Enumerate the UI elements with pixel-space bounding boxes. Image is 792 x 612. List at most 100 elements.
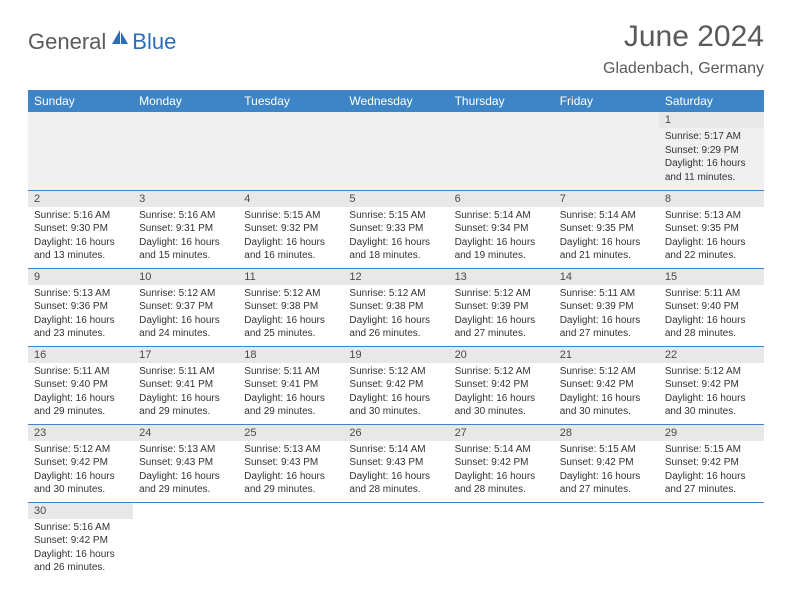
day-line: Sunset: 9:42 PM [665,456,758,470]
day-number: 20 [449,347,554,363]
calendar-cell [554,112,659,190]
day-number: 21 [554,347,659,363]
day-line: Sunset: 9:43 PM [349,456,442,470]
calendar-cell: 15Sunrise: 5:11 AMSunset: 9:40 PMDayligh… [659,268,764,346]
day-line: Sunrise: 5:11 AM [244,365,337,379]
day-line: and 13 minutes. [34,249,127,263]
calendar-cell: 29 Sunrise: 5:15 AMSunset: 9:42 PMDayligh… [659,424,764,502]
day-body: Sunrise: 5:16 AMSunset: 9:42 PMDaylight:… [28,519,133,577]
calendar-cell: 27Sunrise: 5:14 AMSunset: 9:42 PMDayligh… [449,424,554,502]
day-line: Sunrise: 5:15 AM [665,443,758,457]
day-number: 6 [449,191,554,207]
day-line: Daylight: 16 hours [349,392,442,406]
location: Gladenbach, Germany [603,60,764,78]
day-line: Sunrise: 5:12 AM [560,365,653,379]
day-body: Sunrise: 5:17 AMSunset: 9:29 PMDaylight:… [659,128,764,186]
day-line: Sunrise: 5:15 AM [244,209,337,223]
calendar-row: 23Sunrise: 5:12 AMSunset: 9:42 PMDayligh… [28,424,764,502]
day-line: Sunrise: 5:12 AM [349,287,442,301]
weekday-header: Saturday [659,90,764,112]
calendar-cell [554,502,659,580]
day-line: Sunset: 9:41 PM [244,378,337,392]
calendar-cell [343,112,448,190]
weekday-header: Thursday [449,90,554,112]
calendar-cell: 28Sunrise: 5:15 AMSunset: 9:42 PMDayligh… [554,424,659,502]
calendar-cell: 23Sunrise: 5:12 AMSunset: 9:42 PMDayligh… [28,424,133,502]
day-number: 27 [449,425,554,441]
calendar-cell [343,502,448,580]
day-line: Sunrise: 5:13 AM [139,443,232,457]
day-line: and 29 minutes. [139,405,232,419]
day-line: and 28 minutes. [665,327,758,341]
calendar-cell: 9Sunrise: 5:13 AMSunset: 9:36 PMDaylight… [28,268,133,346]
calendar-cell: 24Sunrise: 5:13 AMSunset: 9:43 PMDayligh… [133,424,238,502]
calendar-cell: 25Sunrise: 5:13 AMSunset: 9:43 PMDayligh… [238,424,343,502]
day-number: 29 [659,425,764,441]
calendar-row: 2Sunrise: 5:16 AMSunset: 9:30 PMDaylight… [28,190,764,268]
day-line: and 29 minutes. [34,405,127,419]
day-line: Daylight: 16 hours [665,470,758,484]
day-line: and 29 minutes. [139,483,232,497]
day-line: and 19 minutes. [455,249,548,263]
calendar-cell: 4Sunrise: 5:15 AMSunset: 9:32 PMDaylight… [238,190,343,268]
calendar-cell: 16Sunrise: 5:11 AMSunset: 9:40 PMDayligh… [28,346,133,424]
day-line: Sunset: 9:42 PM [665,378,758,392]
sail-icon [110,28,130,46]
day-line: and 26 minutes. [349,327,442,341]
day-line: Daylight: 16 hours [455,314,548,328]
day-number: 15 [659,269,764,285]
day-line: Daylight: 16 hours [455,236,548,250]
day-line: Sunset: 9:42 PM [455,378,548,392]
calendar-cell [133,502,238,580]
day-line: Daylight: 16 hours [560,236,653,250]
day-number: 3 [133,191,238,207]
brand-part2: Blue [132,29,176,55]
calendar-cell: 2Sunrise: 5:16 AMSunset: 9:30 PMDaylight… [28,190,133,268]
calendar-cell: 1Sunrise: 5:17 AMSunset: 9:29 PMDaylight… [659,112,764,190]
day-line: Sunset: 9:33 PM [349,222,442,236]
day-body: Sunrise: 5:11 AMSunset: 9:40 PMDaylight:… [659,285,764,343]
day-number: 17 [133,347,238,363]
brand-logo: General Blue [28,28,176,56]
calendar-cell: 5Sunrise: 5:15 AMSunset: 9:33 PMDaylight… [343,190,448,268]
day-line: Sunrise: 5:16 AM [139,209,232,223]
day-line: Sunrise: 5:15 AM [349,209,442,223]
day-number: 28 [554,425,659,441]
day-line: Sunrise: 5:13 AM [244,443,337,457]
calendar-cell: 8Sunrise: 5:13 AMSunset: 9:35 PMDaylight… [659,190,764,268]
calendar-cell: 21Sunrise: 5:12 AMSunset: 9:42 PMDayligh… [554,346,659,424]
day-line: Sunset: 9:39 PM [455,300,548,314]
day-line: Sunset: 9:35 PM [665,222,758,236]
day-body: Sunrise: 5:14 AMSunset: 9:35 PMDaylight:… [554,207,659,265]
day-line: Daylight: 16 hours [665,392,758,406]
day-number: 1 [659,112,764,128]
day-line: and 26 minutes. [34,561,127,575]
calendar-cell: 30Sunrise: 5:16 AMSunset: 9:42 PMDayligh… [28,502,133,580]
day-line: Daylight: 16 hours [560,314,653,328]
day-body: Sunrise: 5:12 AMSunset: 9:37 PMDaylight:… [133,285,238,343]
weekday-header: Monday [133,90,238,112]
calendar-cell: 6Sunrise: 5:14 AMSunset: 9:34 PMDaylight… [449,190,554,268]
day-line: Daylight: 16 hours [349,236,442,250]
day-line: Sunrise: 5:12 AM [455,365,548,379]
day-number: 11 [238,269,343,285]
day-body: Sunrise: 5:13 AMSunset: 9:35 PMDaylight:… [659,207,764,265]
day-line: Sunrise: 5:15 AM [560,443,653,457]
calendar-row: 1Sunrise: 5:17 AMSunset: 9:29 PMDaylight… [28,112,764,190]
day-body: Sunrise: 5:15 AMSunset: 9:42 PMDaylight:… [554,441,659,499]
day-number: 12 [343,269,448,285]
day-line: Daylight: 16 hours [665,236,758,250]
day-body: Sunrise: 5:15 AMSunset: 9:32 PMDaylight:… [238,207,343,265]
day-line: Sunrise: 5:11 AM [34,365,127,379]
calendar-cell: 26Sunrise: 5:14 AMSunset: 9:43 PMDayligh… [343,424,448,502]
day-line: Sunset: 9:41 PM [139,378,232,392]
calendar-row: 30Sunrise: 5:16 AMSunset: 9:42 PMDayligh… [28,502,764,580]
calendar-cell: 10Sunrise: 5:12 AMSunset: 9:37 PMDayligh… [133,268,238,346]
day-line: Daylight: 16 hours [34,236,127,250]
weekday-header: Sunday [28,90,133,112]
day-line: and 28 minutes. [455,483,548,497]
day-body: Sunrise: 5:12 AMSunset: 9:38 PMDaylight:… [238,285,343,343]
day-body: Sunrise: 5:12 AMSunset: 9:39 PMDaylight:… [449,285,554,343]
calendar-row: 16Sunrise: 5:11 AMSunset: 9:40 PMDayligh… [28,346,764,424]
day-line: and 27 minutes. [560,483,653,497]
